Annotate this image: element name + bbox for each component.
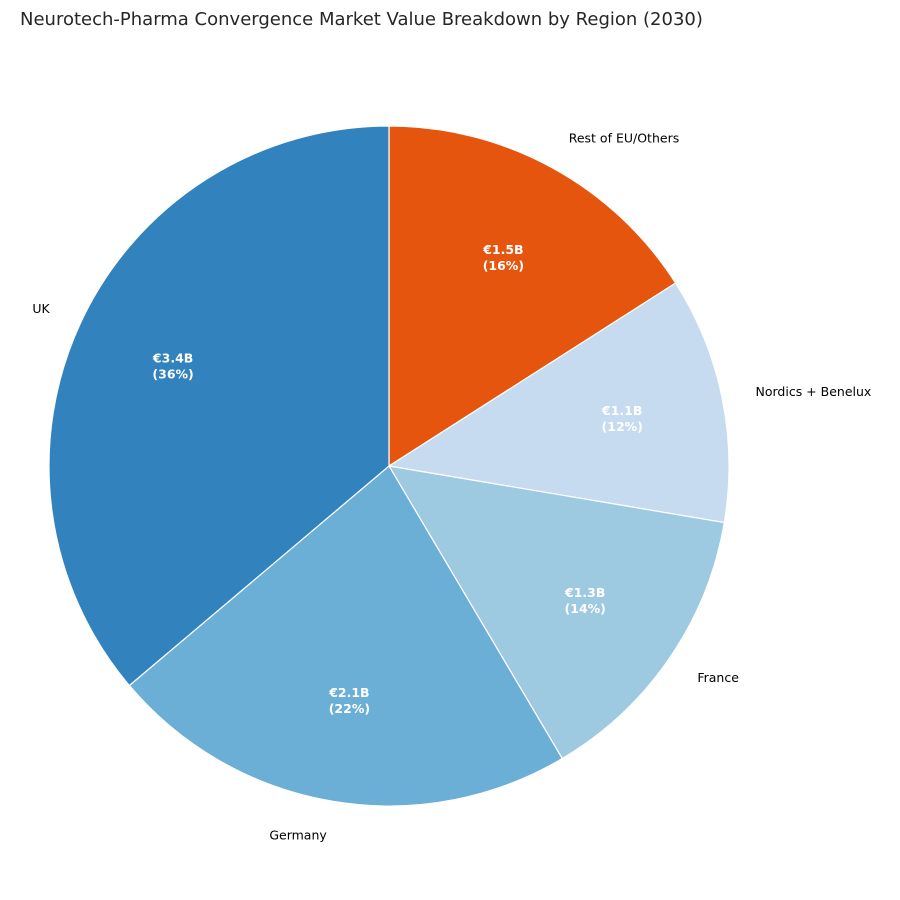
pie-slice-uk <box>48 125 390 687</box>
slice-percent-label: (12%) <box>602 419 643 434</box>
slice-percent-label: (22%) <box>329 701 370 716</box>
pie-slice-germany <box>128 465 564 807</box>
pie-slice-france <box>387 465 725 760</box>
slice-category-label: UK <box>32 301 50 316</box>
chart-title: Neurotech-Pharma Convergence Market Valu… <box>20 9 703 30</box>
pie-slices <box>48 125 730 807</box>
slice-category-label: France <box>697 670 739 685</box>
slice-value-label: €1.1B <box>601 403 642 418</box>
slice-percent-label: (36%) <box>152 366 193 381</box>
slice-category-label: Germany <box>269 827 327 842</box>
slice-percent-label: (14%) <box>565 601 606 616</box>
slice-percent-label: (16%) <box>483 258 524 273</box>
slice-value-label: €2.1B <box>328 685 369 700</box>
slice-value-label: €1.5B <box>482 242 523 257</box>
slice-category-label: Nordics + Benelux <box>756 384 872 399</box>
pie-labels: Rest of EU/Others €1.5B(16%) Nordics + Ben… <box>32 131 871 843</box>
slice-category-label: Rest of EU/Others <box>569 131 680 146</box>
pie-slice-nordics-benelux <box>387 282 730 524</box>
slice-value-label: €3.4B <box>152 350 193 365</box>
pie-slice-rest-of-eu-others <box>388 125 677 468</box>
slice-value-label: €1.3B <box>564 585 605 600</box>
